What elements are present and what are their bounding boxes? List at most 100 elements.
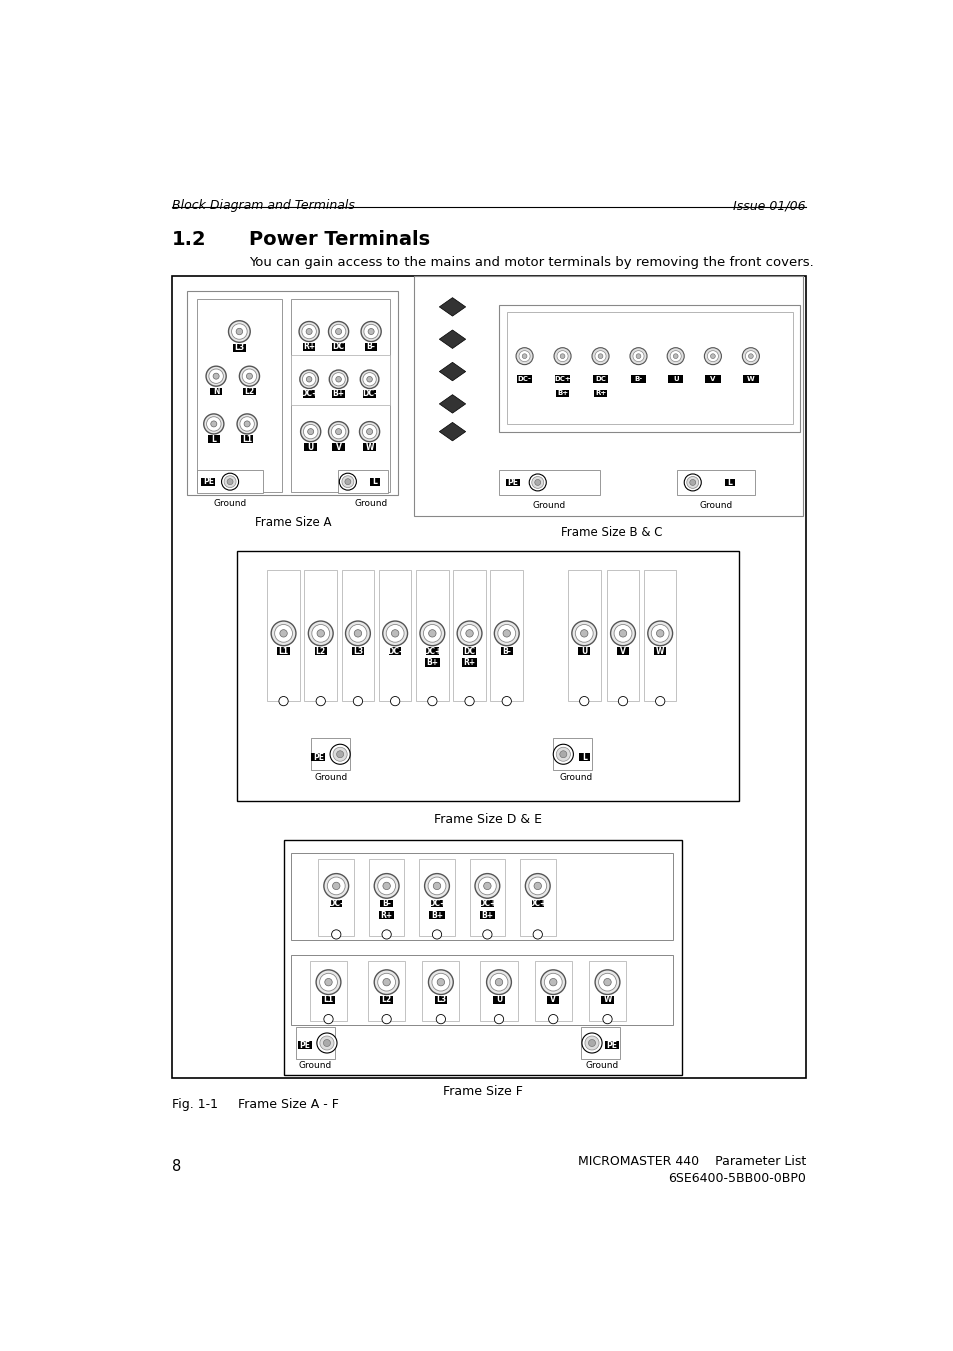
Circle shape (308, 621, 333, 646)
Circle shape (236, 328, 242, 335)
Circle shape (673, 354, 678, 358)
Circle shape (525, 874, 550, 898)
Circle shape (618, 697, 627, 705)
Circle shape (377, 877, 395, 894)
Circle shape (556, 747, 570, 761)
Circle shape (598, 973, 616, 992)
Bar (630, 376, 645, 384)
Text: R+: R+ (463, 658, 476, 667)
Text: V: V (335, 443, 341, 451)
Bar (341, 570, 374, 701)
Circle shape (303, 424, 317, 439)
Circle shape (374, 874, 398, 898)
Circle shape (610, 621, 635, 646)
Bar (291, 354, 390, 405)
Text: PE: PE (507, 478, 517, 486)
Circle shape (432, 929, 441, 939)
Text: PE: PE (313, 753, 324, 762)
Bar (369, 478, 380, 485)
Circle shape (518, 351, 530, 362)
Text: L1: L1 (278, 647, 289, 655)
Circle shape (533, 929, 542, 939)
Bar (187, 292, 397, 494)
Circle shape (236, 413, 257, 434)
Text: L3: L3 (436, 996, 445, 1004)
Text: B+: B+ (481, 911, 493, 920)
Bar (241, 435, 253, 443)
Bar (578, 754, 589, 761)
Bar (378, 911, 394, 920)
Text: L: L (727, 478, 732, 486)
Circle shape (302, 373, 315, 386)
Circle shape (242, 369, 256, 384)
Text: 8: 8 (172, 1159, 181, 1174)
Bar (546, 996, 558, 1004)
Circle shape (656, 630, 663, 638)
Bar (368, 962, 405, 1020)
Text: Power Terminals: Power Terminals (249, 230, 430, 249)
Text: Ground: Ground (298, 1062, 332, 1070)
Circle shape (531, 477, 543, 488)
Circle shape (239, 366, 259, 386)
Circle shape (495, 978, 502, 986)
Circle shape (336, 751, 343, 758)
Circle shape (319, 1036, 334, 1050)
Circle shape (494, 1015, 503, 1024)
Bar (283, 840, 681, 1074)
Bar (500, 647, 513, 655)
Circle shape (224, 476, 235, 488)
Bar (677, 470, 754, 494)
Text: R+: R+ (303, 342, 314, 351)
Circle shape (748, 354, 753, 358)
Bar (380, 996, 393, 1004)
Circle shape (534, 882, 541, 889)
Text: V: V (550, 996, 556, 1004)
Text: L: L (212, 435, 216, 444)
Circle shape (328, 422, 348, 442)
Circle shape (362, 373, 375, 386)
Bar (291, 852, 673, 940)
Bar (172, 276, 805, 1078)
Circle shape (432, 973, 449, 992)
Bar (277, 647, 290, 655)
Circle shape (706, 351, 718, 362)
Circle shape (332, 373, 345, 386)
Circle shape (382, 621, 407, 646)
Text: L2: L2 (381, 996, 392, 1004)
Circle shape (689, 480, 695, 485)
Circle shape (331, 424, 346, 439)
Circle shape (436, 978, 444, 986)
Circle shape (362, 424, 376, 439)
Circle shape (683, 474, 700, 490)
Circle shape (345, 478, 351, 485)
Circle shape (460, 624, 478, 642)
Text: Frame Size B & C: Frame Size B & C (560, 526, 662, 539)
Text: Ground: Ground (213, 500, 247, 508)
Text: Frame Size D & E: Frame Size D & E (434, 813, 541, 825)
Circle shape (475, 874, 499, 898)
Bar (332, 390, 344, 397)
Circle shape (632, 351, 643, 362)
Text: Ground: Ground (585, 1062, 618, 1070)
Circle shape (529, 474, 546, 490)
Bar (424, 658, 439, 667)
Circle shape (390, 697, 399, 705)
Circle shape (300, 422, 320, 442)
Text: L2: L2 (315, 647, 326, 655)
Text: DC+: DC+ (428, 900, 446, 908)
Bar (493, 996, 505, 1004)
Circle shape (359, 422, 379, 442)
Bar (291, 299, 390, 492)
Bar (298, 1042, 312, 1050)
Bar (363, 390, 375, 397)
Circle shape (423, 624, 441, 642)
Circle shape (497, 624, 516, 642)
Text: 6SE6400-5BB00-0BP0: 6SE6400-5BB00-0BP0 (667, 1173, 805, 1185)
Text: W: W (602, 996, 611, 1004)
Bar (594, 389, 606, 397)
Circle shape (482, 929, 492, 939)
Circle shape (374, 970, 398, 994)
Circle shape (366, 428, 373, 435)
Circle shape (349, 624, 367, 642)
Circle shape (323, 1039, 330, 1047)
